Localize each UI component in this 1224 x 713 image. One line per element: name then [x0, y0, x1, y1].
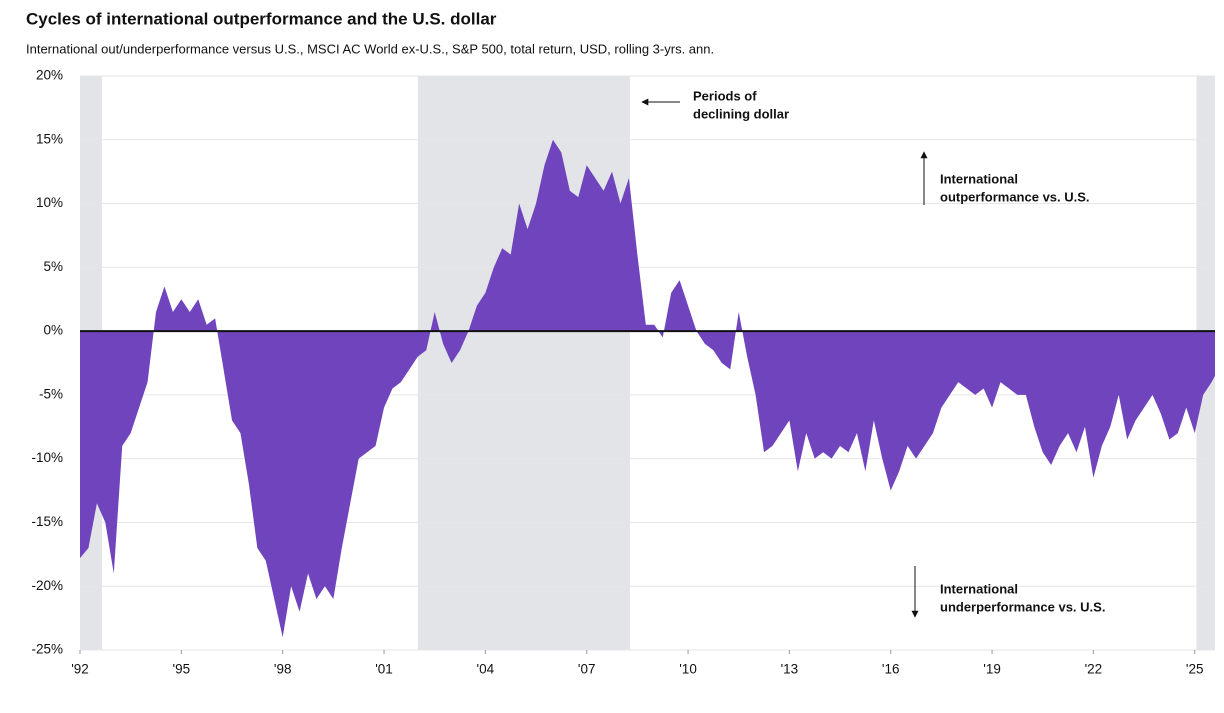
chart-title: Cycles of international outperformance a…	[26, 9, 497, 28]
chart-subtitle: International out/underperformance versu…	[26, 41, 714, 56]
y-tick-label: 5%	[43, 259, 63, 274]
annotation: International	[940, 581, 1018, 596]
y-tick-label: -15%	[31, 514, 63, 529]
plot-area	[80, 139, 1215, 638]
y-tick-label: 15%	[36, 131, 63, 146]
x-tick-label: '25	[1186, 662, 1204, 677]
y-tick-label: -20%	[31, 578, 63, 593]
x-tick-label: '16	[882, 662, 900, 677]
annotation: underperformance vs. U.S.	[940, 599, 1105, 614]
x-tick-label: '98	[274, 662, 292, 677]
area	[80, 139, 1215, 638]
annotation: outperformance vs. U.S.	[940, 189, 1090, 204]
annotation: Periods of	[693, 88, 757, 103]
y-tick-label: 0%	[43, 323, 63, 338]
axes: 20% 15% 10% 5% 0% -5% -10% -15% -20% -25% '92 '95 '9…	[31, 68, 1215, 677]
x-tick-label: '95	[173, 662, 191, 677]
y-tick-label: -25%	[31, 642, 63, 657]
shaded-periods	[80, 76, 1215, 650]
y-tick-label: -10%	[31, 450, 63, 465]
x-tick-label: '22	[1085, 662, 1103, 677]
annotation: declining dollar	[693, 106, 789, 121]
y-tick-label: 20%	[36, 68, 63, 83]
shaded-period	[417, 76, 630, 650]
y-tick-label: -5%	[39, 386, 63, 401]
x-tick-label: '19	[983, 662, 1001, 677]
x-tick-label: '07	[578, 662, 596, 677]
x-tick-label: '13	[781, 662, 799, 677]
x-tick-label: '01	[375, 662, 393, 677]
y-tick-label: 10%	[36, 195, 63, 210]
annotations: Periods of declining dollar International o…	[641, 88, 1105, 618]
x-tick-label: '04	[477, 662, 495, 677]
x-tick-label: '92	[71, 662, 89, 677]
x-tick-label: '10	[679, 662, 697, 677]
annotation: International	[940, 171, 1018, 186]
